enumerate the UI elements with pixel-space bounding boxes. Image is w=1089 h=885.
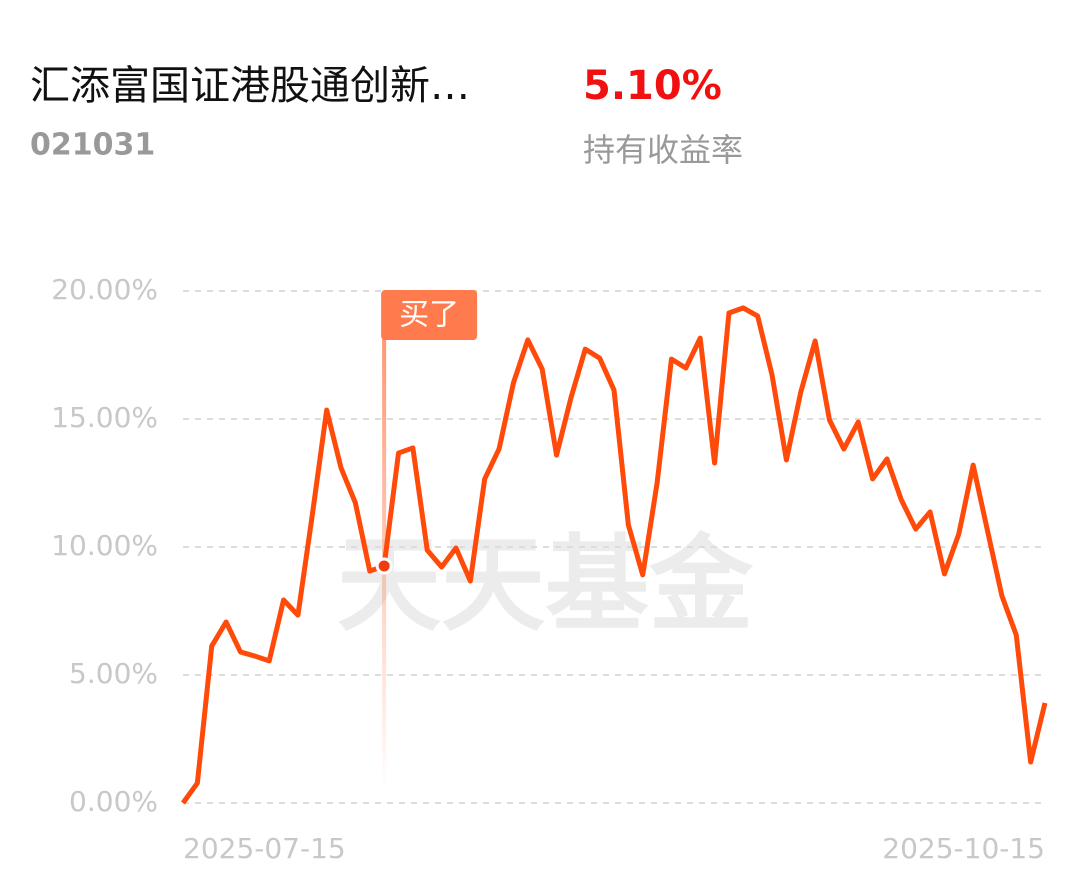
y-tick-label: 0.00%	[69, 785, 158, 818]
x-tick-label: 2025-07-15	[183, 832, 346, 865]
buy-point	[375, 557, 393, 575]
y-tick-label: 15.00%	[51, 401, 158, 434]
buy-label-box	[381, 290, 478, 340]
watermark: 天天基金	[337, 523, 754, 645]
y-tick-label: 10.00%	[51, 529, 158, 562]
return-value: 5.10%	[583, 63, 722, 109]
y-tick-label: 20.00%	[51, 273, 158, 306]
fund-code: 021031	[30, 128, 155, 163]
x-tick-label: 2025-10-15	[882, 832, 1045, 865]
fund-title: 汇添富国证港股通创新…	[30, 63, 470, 109]
return-label: 持有收益率	[583, 131, 743, 169]
line	[180, 305, 1048, 805]
buy-label: 买了	[399, 298, 459, 333]
y-tick-label: 5.00%	[69, 657, 158, 690]
